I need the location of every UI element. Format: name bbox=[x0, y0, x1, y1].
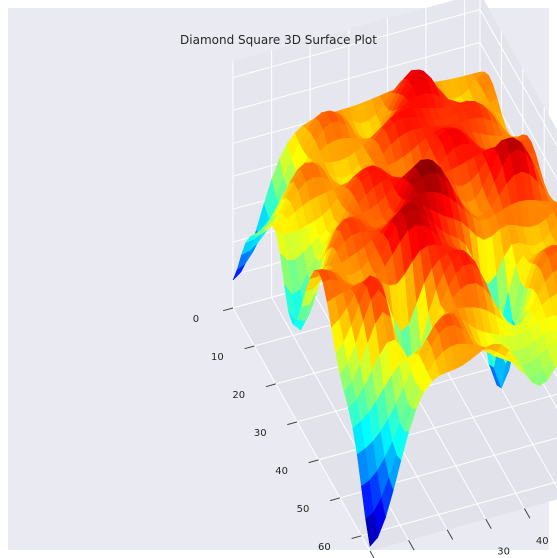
y-tick-mark bbox=[485, 518, 492, 530]
x-tick-mark bbox=[330, 497, 341, 502]
x-tick-mark bbox=[222, 307, 234, 312]
back-gridline-z bbox=[479, 42, 557, 180]
x-tick-mark bbox=[351, 535, 362, 539]
surface-facet bbox=[554, 237, 557, 245]
x-tick-label: 30 bbox=[254, 428, 267, 439]
floor-gridline-y bbox=[232, 307, 371, 552]
x-tick-mark bbox=[287, 421, 298, 426]
x-tick-mark bbox=[244, 345, 255, 350]
x-tick-label: 50 bbox=[297, 504, 310, 515]
x-tick-label: 10 bbox=[211, 352, 224, 363]
back-gridline-z bbox=[479, 9, 557, 148]
x-tick-label: 40 bbox=[275, 466, 288, 477]
surface-facet bbox=[365, 511, 379, 547]
y-tick-mark bbox=[523, 508, 531, 519]
y-tick-mark bbox=[446, 529, 454, 540]
chart-title: Diamond Square 3D Surface Plot bbox=[180, 33, 377, 47]
tick-labels: 01020304050600102030405060−0.4−0.20.00.2… bbox=[193, 314, 549, 558]
x-tick-label: 20 bbox=[232, 390, 245, 401]
y-tick-label: 40 bbox=[536, 536, 549, 547]
x-tick-label: 60 bbox=[318, 542, 331, 553]
surface-mesh bbox=[232, 69, 557, 547]
left-gridline-z bbox=[232, 41, 481, 111]
y-tick-mark bbox=[408, 540, 415, 551]
y-tick-label: 30 bbox=[497, 547, 510, 558]
x-tick-mark bbox=[308, 459, 319, 464]
tick-marks bbox=[222, 307, 531, 558]
x-tick-mark bbox=[265, 383, 276, 388]
y-tick-mark bbox=[369, 550, 375, 558]
floor-gridline-x bbox=[361, 481, 557, 537]
x-tick-label: 0 bbox=[193, 314, 199, 325]
left-gridline-z bbox=[232, 9, 481, 78]
